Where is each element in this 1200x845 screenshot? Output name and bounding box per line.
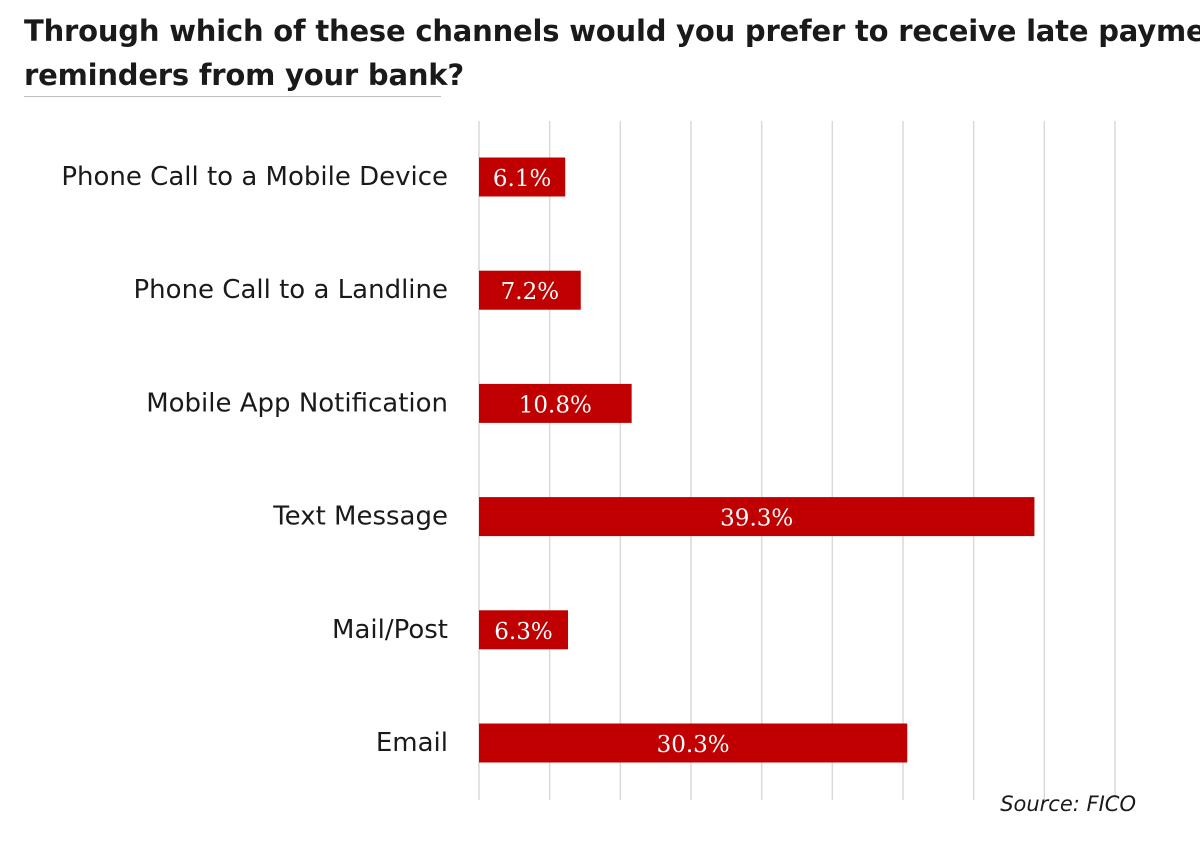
bar [479, 723, 908, 763]
bar [479, 497, 1035, 537]
bar [479, 270, 581, 310]
data-label: 7.2% [501, 279, 559, 305]
bars [479, 157, 1035, 763]
category-label: Phone Call to a Landline [134, 275, 449, 305]
data-label: 6.3% [494, 619, 552, 645]
data-labels: 6.1% 7.2% 10.8% 39.3% 6.3% 30.3% [493, 166, 793, 758]
data-label: 39.3% [720, 506, 793, 532]
data-label: 6.1% [493, 166, 551, 192]
data-label: 30.3% [657, 732, 730, 758]
category-label: Phone Call to a Mobile Device [61, 162, 448, 192]
category-label: Text Message [272, 502, 448, 532]
category-label: Mobile App Notification [146, 388, 448, 418]
title-underline [24, 96, 441, 97]
category-label: Mail/Post [332, 615, 448, 645]
chart-title-line-1: Through which of these channels would yo… [24, 14, 1200, 48]
category-labels: Phone Call to a Mobile Device Phone Call … [61, 162, 448, 758]
bar [479, 383, 632, 423]
source-note: Source: FICO [1000, 792, 1136, 816]
bar [479, 157, 566, 197]
data-label: 10.8% [519, 392, 592, 418]
chart-title-line-2: reminders from your bank? [24, 58, 464, 92]
bar [479, 610, 569, 650]
gridlines [478, 121, 1116, 800]
category-label: Email [376, 728, 448, 758]
